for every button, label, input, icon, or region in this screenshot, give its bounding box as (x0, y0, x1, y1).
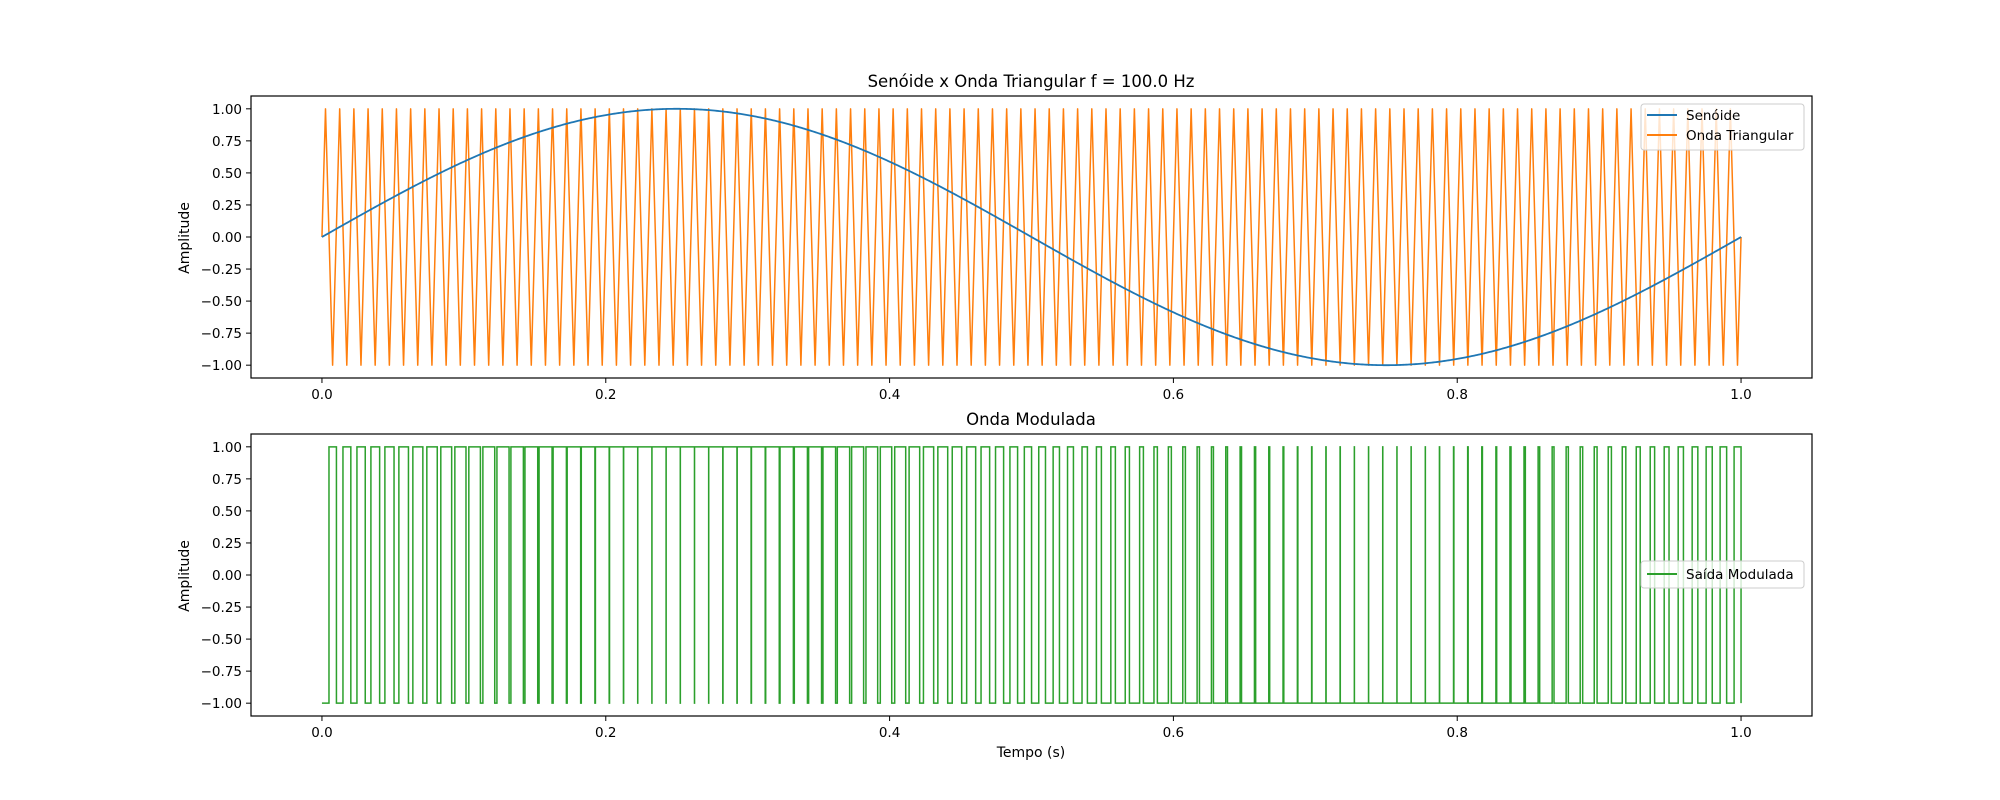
legend-label-modulated: Saída Modulada (1686, 567, 1794, 583)
x-axis-ticks: 0.0 0.2 0.4 0.6 0.8 1.0 (311, 716, 1752, 741)
plot-title: Onda Modulada (966, 410, 1096, 429)
x-tick-label: 0.2 (595, 387, 616, 403)
y-axis-label: Amplitude (177, 540, 193, 612)
y-tick-label: −1.00 (201, 358, 242, 374)
x-tick-label: 0.8 (1446, 725, 1467, 741)
legend-box (1640, 103, 1805, 151)
y-tick-label: 0.25 (212, 198, 242, 214)
y-tick-label: 0.50 (212, 504, 242, 520)
y-tick-label: 0.00 (212, 568, 242, 584)
x-tick-label: 0.6 (1163, 387, 1184, 403)
x-tick-label: 0.4 (879, 387, 900, 403)
legend-label-triangle: Onda Triangular (1686, 128, 1794, 144)
y-tick-label: 0.75 (212, 134, 242, 150)
series-line-modulated (321, 446, 1742, 704)
legend-box (1640, 560, 1805, 589)
legend: Senóide Onda Triangular (1640, 103, 1805, 151)
x-tick-label: 0.8 (1446, 387, 1467, 403)
plot-title: Senóide x Onda Triangular f = 100.0 Hz (868, 72, 1195, 91)
y-axis-ticks: 1.00 0.75 0.50 0.25 0.00 −0.25 −0.50 −0.75 −1.00 (201, 102, 251, 374)
y-tick-label: −0.75 (201, 326, 242, 342)
x-axis-ticks: 0.0 0.2 0.4 0.6 0.8 1.0 (311, 378, 1752, 403)
series-line-sine (321, 107, 1742, 367)
y-tick-label: 1.00 (212, 102, 242, 118)
y-tick-label: 0.75 (212, 472, 242, 488)
x-tick-label: 0.0 (311, 387, 332, 403)
y-tick-label: −0.25 (201, 262, 242, 278)
series-layer (321, 107, 1742, 367)
legend: Saída Modulada (1640, 560, 1805, 589)
y-tick-label: 1.00 (212, 440, 242, 456)
y-tick-label: 0.50 (212, 166, 242, 182)
series-layer (321, 446, 1742, 704)
y-tick-label: 0.00 (212, 230, 242, 246)
y-axis-label: Amplitude (177, 202, 193, 274)
y-tick-label: −0.75 (201, 664, 242, 680)
x-tick-label: 1.0 (1730, 725, 1751, 741)
x-tick-label: 0.4 (879, 725, 900, 741)
x-tick-label: 1.0 (1730, 387, 1751, 403)
y-tick-label: −1.00 (201, 696, 242, 712)
x-tick-label: 0.6 (1163, 725, 1184, 741)
x-tick-label: 0.0 (311, 725, 332, 741)
x-axis-label: Tempo (s) (996, 745, 1066, 761)
plot-sine-vs-triangle: Senóide x Onda Triangular f = 100.0 Hz A… (177, 72, 1813, 403)
legend-label-sine: Senóide (1686, 108, 1740, 124)
y-axis-ticks: 1.00 0.75 0.50 0.25 0.00 −0.25 −0.50 −0.75 −1.00 (201, 440, 251, 712)
y-tick-label: −0.50 (201, 632, 242, 648)
plot-modulated-wave: Onda Modulada Amplitude Tempo (s) 1.00 0.… (177, 410, 1813, 761)
y-tick-label: −0.25 (201, 600, 242, 616)
y-tick-label: 0.25 (212, 536, 242, 552)
x-tick-label: 0.2 (595, 725, 616, 741)
y-tick-label: −0.50 (201, 294, 242, 310)
